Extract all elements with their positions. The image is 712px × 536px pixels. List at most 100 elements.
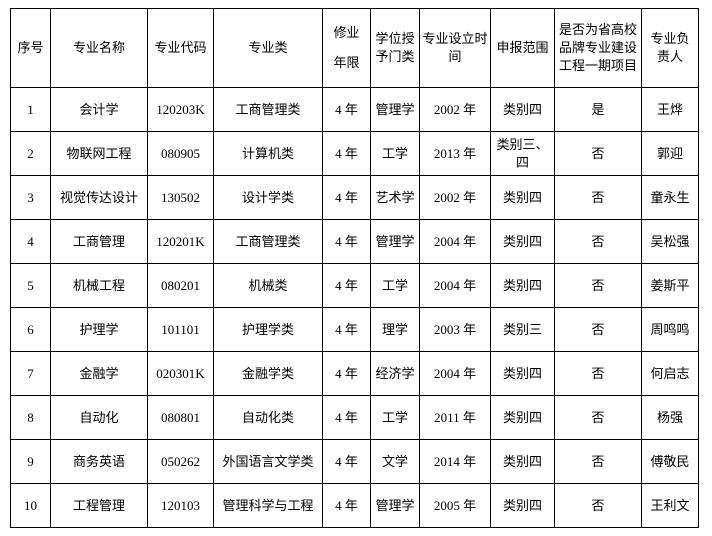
table-cell: 否	[554, 219, 642, 264]
table-cell: 童永生	[641, 175, 699, 220]
header-cell: 申报范围	[490, 8, 555, 88]
table-row: 1 会计学 120203K 工商管理类 4 年管理学 2002 年类别四是王烨	[10, 87, 699, 132]
table-cell: 类别四	[490, 87, 555, 132]
table-cell: 120201K	[147, 219, 214, 264]
table-cell: 2002 年	[419, 87, 491, 132]
table-cell: 4	[10, 219, 51, 264]
table-cell: 王利文	[641, 483, 699, 528]
table-cell: 050262	[147, 439, 214, 484]
table-cell: 金融学	[50, 351, 148, 396]
table-row: 8 自动化 080801 自动化类 4 年工学 2011 年类别四否杨强	[10, 395, 699, 440]
table-row: 5 机械工程 080201 机械类 4 年工学 2004 年类别四否姜斯平	[10, 263, 699, 308]
table-cell: 吴松强	[641, 219, 699, 264]
table-cell: 7	[10, 351, 51, 396]
header-cell: 专业类	[213, 8, 323, 88]
table-row: 10 工程管理 120103 管理科学与工程 4 年管理学 2005 年类别四否王利文	[10, 483, 699, 528]
table-cell: 4 年	[322, 351, 371, 396]
table-cell: 4 年	[322, 439, 371, 484]
table-row: 9 商务英语 050262 外国语言文学类 4 年文学 2014 年类别四否傅敬民	[10, 439, 699, 484]
table-cell: 4 年	[322, 395, 371, 440]
table-cell: 设计学类	[213, 175, 323, 220]
table-cell: 080201	[147, 263, 214, 308]
table-cell: 否	[554, 175, 642, 220]
table-cell: 否	[554, 395, 642, 440]
table-cell: 工学	[370, 131, 420, 176]
table-cell: 理学	[370, 307, 420, 352]
table-cell: 8	[10, 395, 51, 440]
table-cell: 机械类	[213, 263, 323, 308]
table-cell: 否	[554, 131, 642, 176]
table-cell: 郭迎	[641, 131, 699, 176]
table-cell: 类别四	[490, 219, 555, 264]
table-cell: 4 年	[322, 219, 371, 264]
table-cell: 王烨	[641, 87, 699, 132]
table-row: 4 工商管理 120201K 工商管理类 4 年管理学 2004 年类别四否吴松强	[10, 219, 699, 264]
table-cell: 2004 年	[419, 351, 491, 396]
header-cell: 是否为省高校品牌专业建设工程一期项目	[554, 8, 642, 88]
header-cell: 学位授予门类	[370, 8, 420, 88]
table-cell: 会计学	[50, 87, 148, 132]
table-cell: 2004 年	[419, 219, 491, 264]
table-cell: 2004 年	[419, 263, 491, 308]
table-cell: 020301K	[147, 351, 214, 396]
table-cell: 类别三	[490, 307, 555, 352]
table-cell: 管理学	[370, 219, 420, 264]
table-cell: 6	[10, 307, 51, 352]
table-cell: 艺术学	[370, 175, 420, 220]
table-row: 6 护理学 101101 护理学类 4 年理学 2003 年类别三否周鸣鸣	[10, 307, 699, 352]
table-cell: 杨强	[641, 395, 699, 440]
header-cell: 专业设立时间	[419, 8, 491, 88]
table-cell: 080905	[147, 131, 214, 176]
table-cell: 工商管理类	[213, 87, 323, 132]
table-cell: 5	[10, 263, 51, 308]
header-row: 序号 专业名称 专业代码 专业类 修业年限 学位授予门类 专业设立时间 申报范围 是否为省高校品…	[10, 8, 699, 88]
header-cell: 专业名称	[50, 8, 148, 88]
table-cell: 120103	[147, 483, 214, 528]
table-cell: 机械工程	[50, 263, 148, 308]
table-cell: 计算机类	[213, 131, 323, 176]
table-cell: 类别四	[490, 175, 555, 220]
table-cell: 2013 年	[419, 131, 491, 176]
header-cell: 修业年限	[322, 8, 371, 88]
table-row: 7 金融学 020301K 金融学类 4 年经济学 2004 年类别四否何启志	[10, 351, 699, 396]
table-cell: 10	[10, 483, 51, 528]
table-cell: 否	[554, 351, 642, 396]
table-cell: 护理学	[50, 307, 148, 352]
table: 序号 专业名称 专业代码 专业类 修业年限 学位授予门类 专业设立时间 申报范围 是否为省高校品…	[10, 8, 699, 528]
table-cell: 2002 年	[419, 175, 491, 220]
table-cell: 工学	[370, 395, 420, 440]
table-cell: 否	[554, 307, 642, 352]
table-cell: 商务英语	[50, 439, 148, 484]
table-cell: 2005 年	[419, 483, 491, 528]
table-row: 2 物联网工程 080905 计算机类 4 年工学 2013 年类别三、四否郭迎	[10, 131, 699, 176]
table-cell: 文学	[370, 439, 420, 484]
header-cell: 序号	[10, 8, 51, 88]
table-cell: 2	[10, 131, 51, 176]
table-cell: 101101	[147, 307, 214, 352]
table-cell: 120203K	[147, 87, 214, 132]
table-cell: 3	[10, 175, 51, 220]
table-cell: 自动化	[50, 395, 148, 440]
table-cell: 类别四	[490, 439, 555, 484]
table-cell: 1	[10, 87, 51, 132]
table-cell: 自动化类	[213, 395, 323, 440]
table-cell: 周鸣鸣	[641, 307, 699, 352]
header-cell: 专业代码	[147, 8, 214, 88]
table-cell: 何启志	[641, 351, 699, 396]
table-cell: 视觉传达设计	[50, 175, 148, 220]
table-cell: 否	[554, 483, 642, 528]
table-cell: 9	[10, 439, 51, 484]
table-cell: 工程管理	[50, 483, 148, 528]
table-cell: 2011 年	[419, 395, 491, 440]
table-cell: 类别四	[490, 483, 555, 528]
table-body: 1 会计学 120203K 工商管理类 4 年管理学 2002 年类别四是王烨 2 物联网工程…	[10, 87, 699, 528]
table-cell: 工商管理	[50, 219, 148, 264]
table-cell: 工商管理类	[213, 219, 323, 264]
table-cell: 金融学类	[213, 351, 323, 396]
table-cell: 外国语言文学类	[213, 439, 323, 484]
table-cell: 2003 年	[419, 307, 491, 352]
table-row: 3 视觉传达设计 130502 设计学类 4 年艺术学 2002 年类别四否童永生	[10, 175, 699, 220]
table-cell: 管理学	[370, 483, 420, 528]
table-cell: 类别四	[490, 351, 555, 396]
